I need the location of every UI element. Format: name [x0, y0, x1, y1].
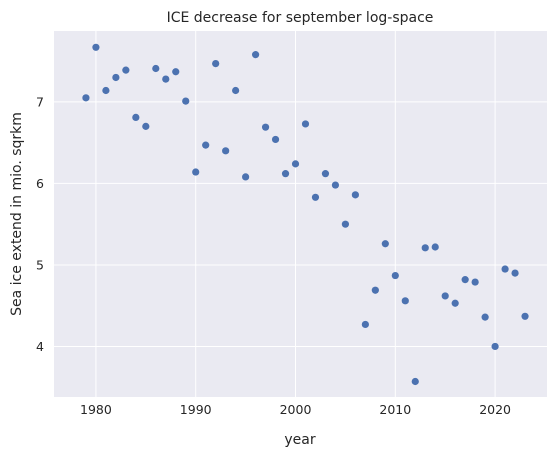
data-point [271, 135, 280, 144]
x-tick-label: 1990 [180, 402, 212, 417]
data-point [242, 173, 250, 181]
y-tick-label: 6 [36, 176, 44, 191]
data-point [132, 113, 140, 122]
data-point [431, 243, 439, 251]
data-point [471, 278, 479, 286]
y-tick-label: 4 [36, 339, 44, 354]
data-point [381, 240, 389, 248]
data-point [82, 94, 90, 102]
data-point [192, 168, 200, 176]
grid-lines [54, 31, 547, 397]
data-point [112, 73, 120, 82]
y-axis-label: Sea ice extend in mio. sqrkm [9, 112, 25, 316]
data-point [451, 299, 459, 307]
x-axis-ticks: 1980 1990 2000 2010 2020 [80, 402, 511, 417]
x-tick-label: 2000 [280, 402, 312, 417]
x-axis-label: year [284, 432, 315, 448]
data-point [202, 141, 210, 149]
data-point [232, 86, 240, 95]
data-point [521, 312, 529, 320]
x-tick-label: 2020 [479, 402, 511, 417]
data-point [102, 86, 110, 95]
data-point [92, 43, 100, 51]
data-point [261, 123, 270, 131]
data-point [371, 286, 379, 294]
data-point [321, 170, 330, 178]
data-point [172, 68, 180, 76]
data-point [351, 191, 359, 199]
data-point [182, 97, 190, 105]
data-point [401, 297, 409, 305]
data-point [251, 51, 260, 59]
y-tick-label: 5 [36, 257, 44, 272]
data-point [122, 66, 130, 74]
data-point [331, 181, 340, 189]
data-point [411, 377, 419, 386]
data-points [82, 43, 529, 386]
data-point [281, 170, 290, 178]
data-point [142, 122, 150, 130]
y-axis-ticks: 4 5 6 7 [36, 94, 44, 354]
data-point [291, 160, 300, 168]
data-point [491, 342, 499, 351]
data-point [461, 276, 469, 284]
plot-area [54, 31, 547, 397]
data-point [511, 269, 519, 277]
data-point [341, 220, 350, 228]
y-tick-label: 7 [36, 94, 44, 109]
data-point [441, 292, 449, 300]
x-tick-label: 1980 [80, 402, 112, 417]
data-point [421, 244, 429, 252]
data-point [162, 75, 170, 83]
data-point [212, 60, 220, 68]
data-point [391, 271, 399, 280]
data-point [361, 320, 369, 329]
data-point [501, 265, 509, 273]
data-point [152, 64, 160, 73]
data-point [301, 120, 310, 128]
data-point [311, 193, 320, 201]
data-point [222, 147, 230, 155]
x-tick-label: 2010 [379, 402, 411, 417]
chart-title: ICE decrease for september log-space [167, 10, 434, 26]
data-point [481, 313, 489, 321]
